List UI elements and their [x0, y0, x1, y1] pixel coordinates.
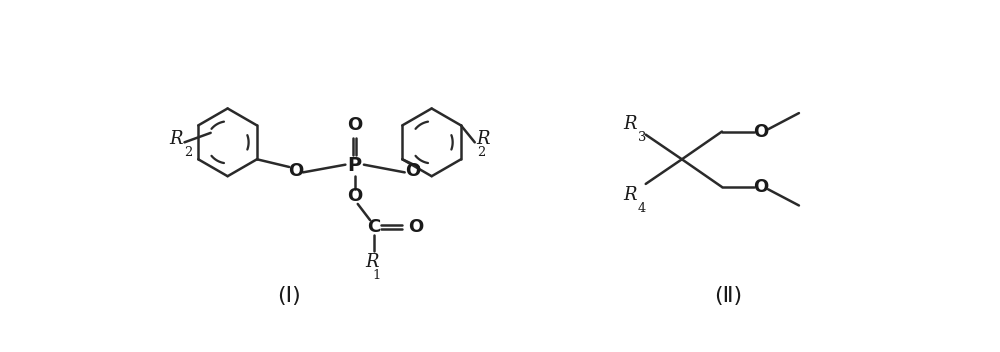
Text: 3: 3	[638, 131, 646, 144]
Text: 2: 2	[184, 146, 192, 159]
Text: C: C	[367, 218, 381, 236]
Text: O: O	[347, 115, 362, 134]
Text: O: O	[288, 162, 303, 180]
Text: (Ⅰ): (Ⅰ)	[277, 286, 301, 306]
Text: R: R	[476, 130, 490, 148]
Text: O: O	[347, 187, 362, 205]
Text: O: O	[753, 178, 768, 196]
Text: O: O	[408, 218, 423, 236]
Text: R: R	[365, 253, 378, 271]
Text: R: R	[624, 115, 637, 133]
Text: R: R	[169, 130, 183, 148]
Text: 1: 1	[372, 269, 381, 282]
Text: P: P	[348, 156, 362, 175]
Text: O: O	[753, 122, 768, 140]
Text: 4: 4	[638, 202, 646, 215]
Text: (Ⅱ): (Ⅱ)	[714, 286, 742, 306]
Text: 2: 2	[477, 146, 485, 159]
Text: R: R	[624, 186, 637, 204]
Text: O: O	[405, 162, 420, 180]
